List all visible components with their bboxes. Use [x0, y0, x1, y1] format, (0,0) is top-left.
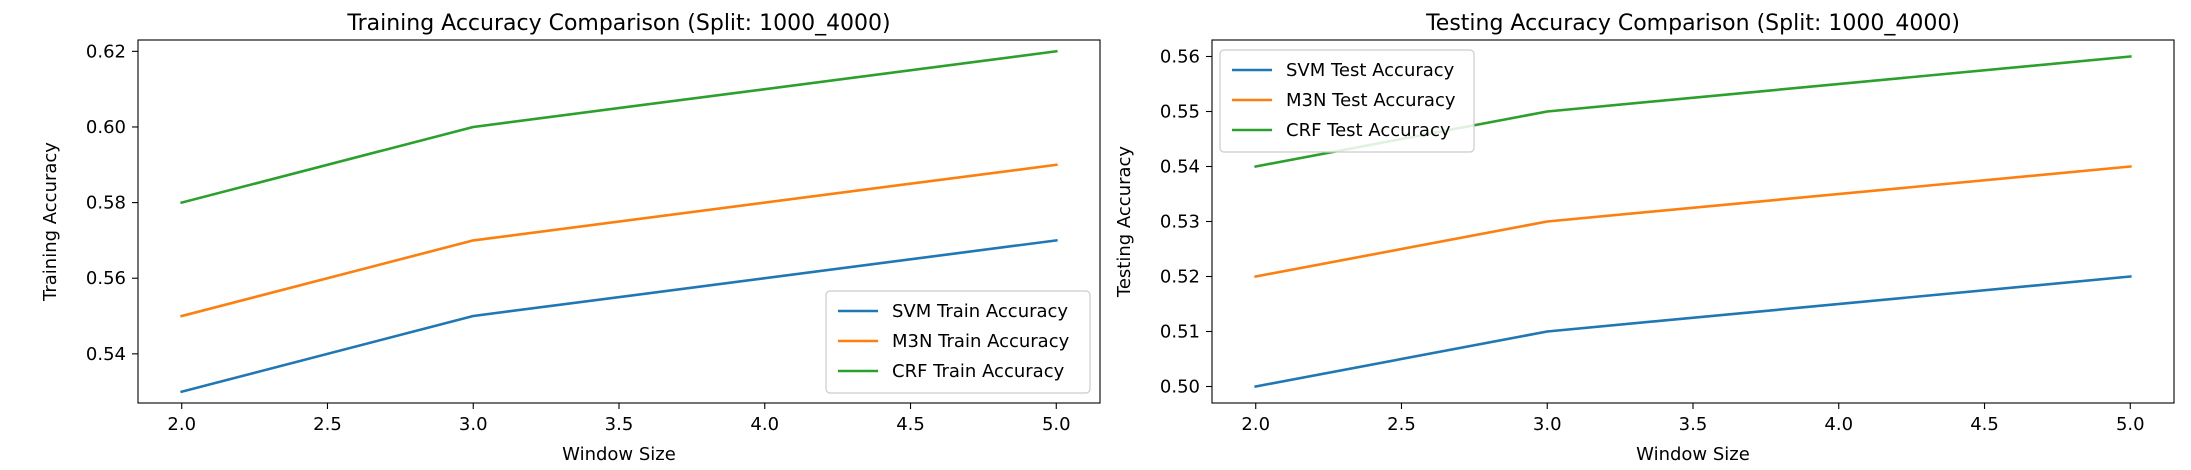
- series-line-crf-train-accuracy: [180, 49, 1058, 205]
- x-tick-label: 4.5: [896, 414, 925, 435]
- y-tick-label: 0.62: [86, 41, 126, 62]
- legend-entry-label: SVM Train Accuracy: [892, 301, 1068, 322]
- x-tick-label: 2.5: [1387, 414, 1416, 435]
- x-tick-label: 4.0: [750, 414, 779, 435]
- legend-entry-label: CRF Train Accuracy: [892, 361, 1065, 382]
- y-tick-label: 0.58: [86, 193, 126, 214]
- x-tick-label: 4.5: [1970, 414, 1999, 435]
- y-tick-label: 0.56: [86, 268, 126, 289]
- x-tick-label: 3.0: [1533, 414, 1562, 435]
- y-axis-label: Testing Accuracy: [1114, 146, 1135, 299]
- x-tick-label: 5.0: [2116, 414, 2145, 435]
- x-tick-label: 3.5: [1679, 414, 1708, 435]
- chart-title: Testing Accuracy Comparison (Split: 1000…: [1425, 11, 1960, 36]
- x-tick-label: 3.0: [459, 414, 488, 435]
- y-tick-label: 0.50: [1160, 377, 1200, 398]
- legend-entry-label: SVM Test Accuracy: [1286, 60, 1455, 81]
- x-tick-label: 5.0: [1042, 414, 1071, 435]
- y-tick-label: 0.54: [86, 344, 126, 365]
- chart-title: Training Accuracy Comparison (Split: 100…: [346, 11, 890, 36]
- x-tick-label: 2.5: [313, 414, 342, 435]
- x-tick-label: 4.0: [1824, 414, 1853, 435]
- y-axis-label: Training Accuracy: [40, 142, 61, 302]
- legend-box: [1219, 49, 1475, 153]
- legend-entry-label: CRF Test Accuracy: [1286, 120, 1451, 141]
- y-tick-label: 0.51: [1160, 322, 1200, 343]
- legend-box: [825, 290, 1091, 394]
- series-line-m3n-train-accuracy: [180, 163, 1058, 318]
- x-axis-label: Window Size: [562, 444, 676, 465]
- y-tick-label: 0.53: [1160, 212, 1200, 233]
- x-tick-label: 3.5: [605, 414, 634, 435]
- y-tick-label: 0.52: [1160, 267, 1200, 288]
- legend: SVM Train Accuracy M3N Train Accuracy CRF …: [825, 290, 1091, 394]
- series-line-svm-train-accuracy: [180, 238, 1058, 394]
- legend-entry-label: M3N Test Accuracy: [1286, 90, 1456, 111]
- training-accuracy-chart: 2.0 2.5 3.0 3.5 4.0 4.5 5.0 0.54 0.56 0.58 0.60 0.6…: [40, 11, 1101, 465]
- x-tick-label: 2.0: [167, 414, 196, 435]
- series-line-m3n-test-accuracy: [1254, 165, 2132, 279]
- y-tick-label: 0.60: [86, 117, 126, 138]
- y-tick-label: 0.55: [1160, 102, 1200, 123]
- y-tick-label: 0.54: [1160, 157, 1200, 178]
- x-axis-label: Window Size: [1636, 444, 1750, 465]
- x-tick-label: 2.0: [1241, 414, 1270, 435]
- legend-entry-label: M3N Train Accuracy: [892, 331, 1070, 352]
- series-line-svm-test-accuracy: [1254, 275, 2132, 389]
- y-tick-label: 0.56: [1160, 47, 1200, 68]
- legend: SVM Test Accuracy M3N Test Accuracy CRF Te…: [1219, 49, 1475, 153]
- testing-accuracy-chart: 2.0 2.5 3.0 3.5 4.0 4.5 5.0 0.50 0.51 0.52 0.53 0.5…: [1114, 11, 2175, 465]
